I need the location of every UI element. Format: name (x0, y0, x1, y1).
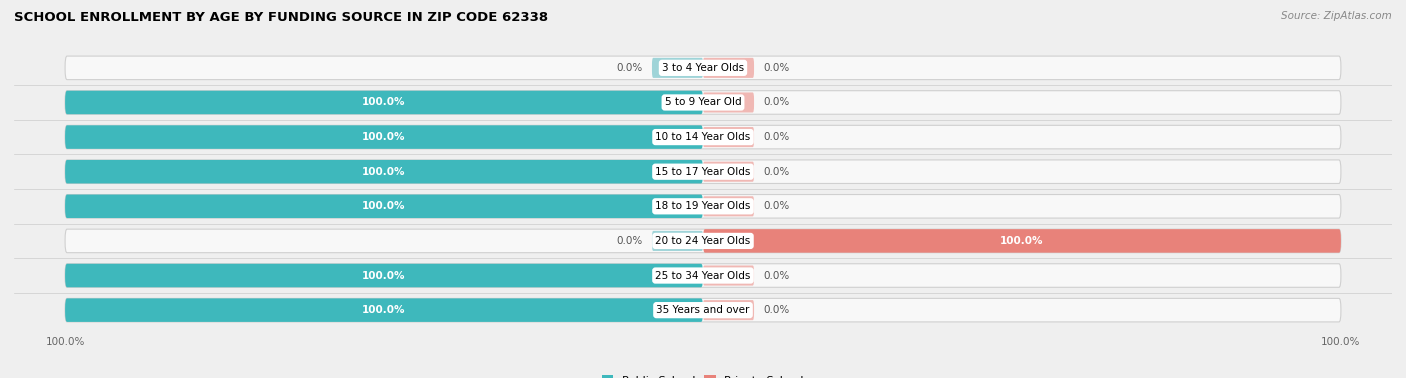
Text: 0.0%: 0.0% (763, 305, 790, 315)
Text: 100.0%: 100.0% (363, 201, 406, 211)
Text: 18 to 19 Year Olds: 18 to 19 Year Olds (655, 201, 751, 211)
Text: 0.0%: 0.0% (763, 132, 790, 142)
Text: 0.0%: 0.0% (616, 63, 643, 73)
FancyBboxPatch shape (703, 58, 754, 78)
FancyBboxPatch shape (703, 196, 754, 216)
FancyBboxPatch shape (65, 264, 703, 287)
Text: Source: ZipAtlas.com: Source: ZipAtlas.com (1281, 11, 1392, 21)
Text: 5 to 9 Year Old: 5 to 9 Year Old (665, 98, 741, 107)
Text: 100.0%: 100.0% (363, 271, 406, 280)
Text: 100.0%: 100.0% (1000, 236, 1043, 246)
FancyBboxPatch shape (65, 160, 1341, 183)
FancyBboxPatch shape (65, 91, 1341, 114)
FancyBboxPatch shape (65, 125, 1341, 149)
Text: 35 Years and over: 35 Years and over (657, 305, 749, 315)
Text: 100.0%: 100.0% (363, 132, 406, 142)
FancyBboxPatch shape (65, 298, 1341, 322)
FancyBboxPatch shape (65, 125, 703, 149)
FancyBboxPatch shape (65, 195, 1341, 218)
FancyBboxPatch shape (652, 231, 703, 251)
Text: 0.0%: 0.0% (763, 201, 790, 211)
Text: 0.0%: 0.0% (763, 98, 790, 107)
Text: 10 to 14 Year Olds: 10 to 14 Year Olds (655, 132, 751, 142)
Text: 100.0%: 100.0% (363, 98, 406, 107)
FancyBboxPatch shape (703, 93, 754, 113)
Text: 0.0%: 0.0% (763, 167, 790, 177)
FancyBboxPatch shape (65, 229, 1341, 253)
Text: 3 to 4 Year Olds: 3 to 4 Year Olds (662, 63, 744, 73)
FancyBboxPatch shape (65, 298, 703, 322)
Text: 0.0%: 0.0% (763, 63, 790, 73)
FancyBboxPatch shape (703, 127, 754, 147)
Text: 0.0%: 0.0% (763, 271, 790, 280)
FancyBboxPatch shape (703, 229, 1341, 253)
FancyBboxPatch shape (65, 91, 703, 114)
FancyBboxPatch shape (65, 264, 1341, 287)
FancyBboxPatch shape (703, 265, 754, 285)
FancyBboxPatch shape (703, 300, 754, 320)
Text: 25 to 34 Year Olds: 25 to 34 Year Olds (655, 271, 751, 280)
Text: 20 to 24 Year Olds: 20 to 24 Year Olds (655, 236, 751, 246)
FancyBboxPatch shape (65, 160, 703, 183)
FancyBboxPatch shape (65, 56, 1341, 80)
FancyBboxPatch shape (703, 162, 754, 182)
Text: 100.0%: 100.0% (363, 167, 406, 177)
Text: 0.0%: 0.0% (616, 236, 643, 246)
Text: SCHOOL ENROLLMENT BY AGE BY FUNDING SOURCE IN ZIP CODE 62338: SCHOOL ENROLLMENT BY AGE BY FUNDING SOUR… (14, 11, 548, 24)
Text: 15 to 17 Year Olds: 15 to 17 Year Olds (655, 167, 751, 177)
Text: 100.0%: 100.0% (363, 305, 406, 315)
Legend: Public School, Private School: Public School, Private School (598, 371, 808, 378)
FancyBboxPatch shape (65, 195, 703, 218)
FancyBboxPatch shape (652, 58, 703, 78)
